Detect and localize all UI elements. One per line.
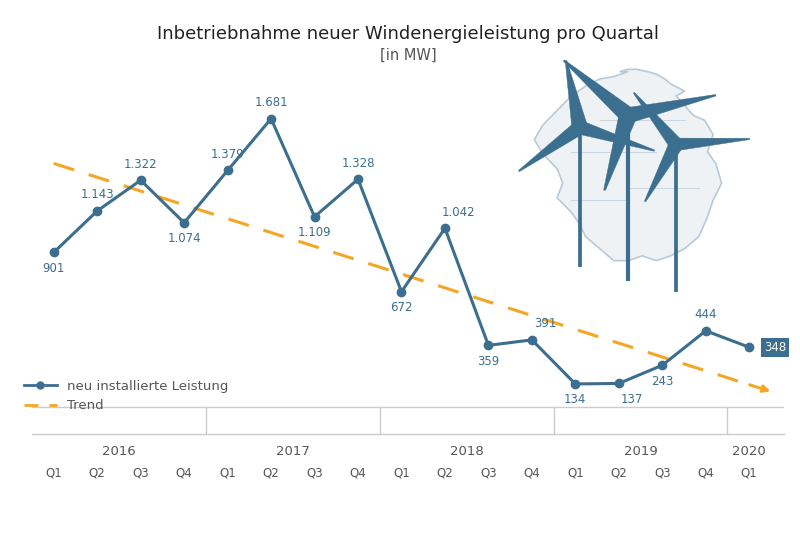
Text: 1.328: 1.328 <box>342 157 374 170</box>
Title: Inbetriebnahme neuer Windenergieleistung pro Quartal: Inbetriebnahme neuer Windenergieleistung… <box>157 25 659 43</box>
Text: 1.074: 1.074 <box>167 232 201 245</box>
Text: 2018: 2018 <box>450 445 483 458</box>
Polygon shape <box>675 138 750 151</box>
Circle shape <box>624 112 632 118</box>
Text: 1.322: 1.322 <box>124 158 158 171</box>
Text: 2016: 2016 <box>102 445 136 458</box>
Text: [in MW]: [in MW] <box>380 48 436 63</box>
Text: 1.379: 1.379 <box>210 148 245 161</box>
Polygon shape <box>604 114 637 190</box>
Text: 137: 137 <box>621 393 643 406</box>
Text: 1.109: 1.109 <box>298 226 331 239</box>
Text: 901: 901 <box>42 262 65 275</box>
Circle shape <box>577 125 583 130</box>
Text: 2020: 2020 <box>732 445 766 458</box>
Text: 672: 672 <box>390 301 413 314</box>
Polygon shape <box>644 142 683 202</box>
Text: 391: 391 <box>534 318 556 330</box>
Polygon shape <box>566 61 588 128</box>
Circle shape <box>674 142 679 147</box>
Text: 134: 134 <box>564 393 586 406</box>
Text: 2019: 2019 <box>624 445 658 458</box>
Text: 444: 444 <box>694 309 717 321</box>
Text: 359: 359 <box>478 355 499 368</box>
Polygon shape <box>634 92 682 148</box>
Polygon shape <box>534 69 722 261</box>
Text: 2017: 2017 <box>276 445 310 458</box>
Text: 243: 243 <box>651 375 674 387</box>
Polygon shape <box>577 121 654 151</box>
Text: 1.681: 1.681 <box>254 96 288 109</box>
Text: 1.042: 1.042 <box>441 206 475 219</box>
Polygon shape <box>563 60 634 121</box>
Text: 348: 348 <box>764 341 786 354</box>
Polygon shape <box>626 94 716 123</box>
Legend: neu installierte Leistung, Trend: neu installierte Leistung, Trend <box>23 379 229 413</box>
Text: 1.143: 1.143 <box>80 189 114 201</box>
Polygon shape <box>518 122 585 172</box>
